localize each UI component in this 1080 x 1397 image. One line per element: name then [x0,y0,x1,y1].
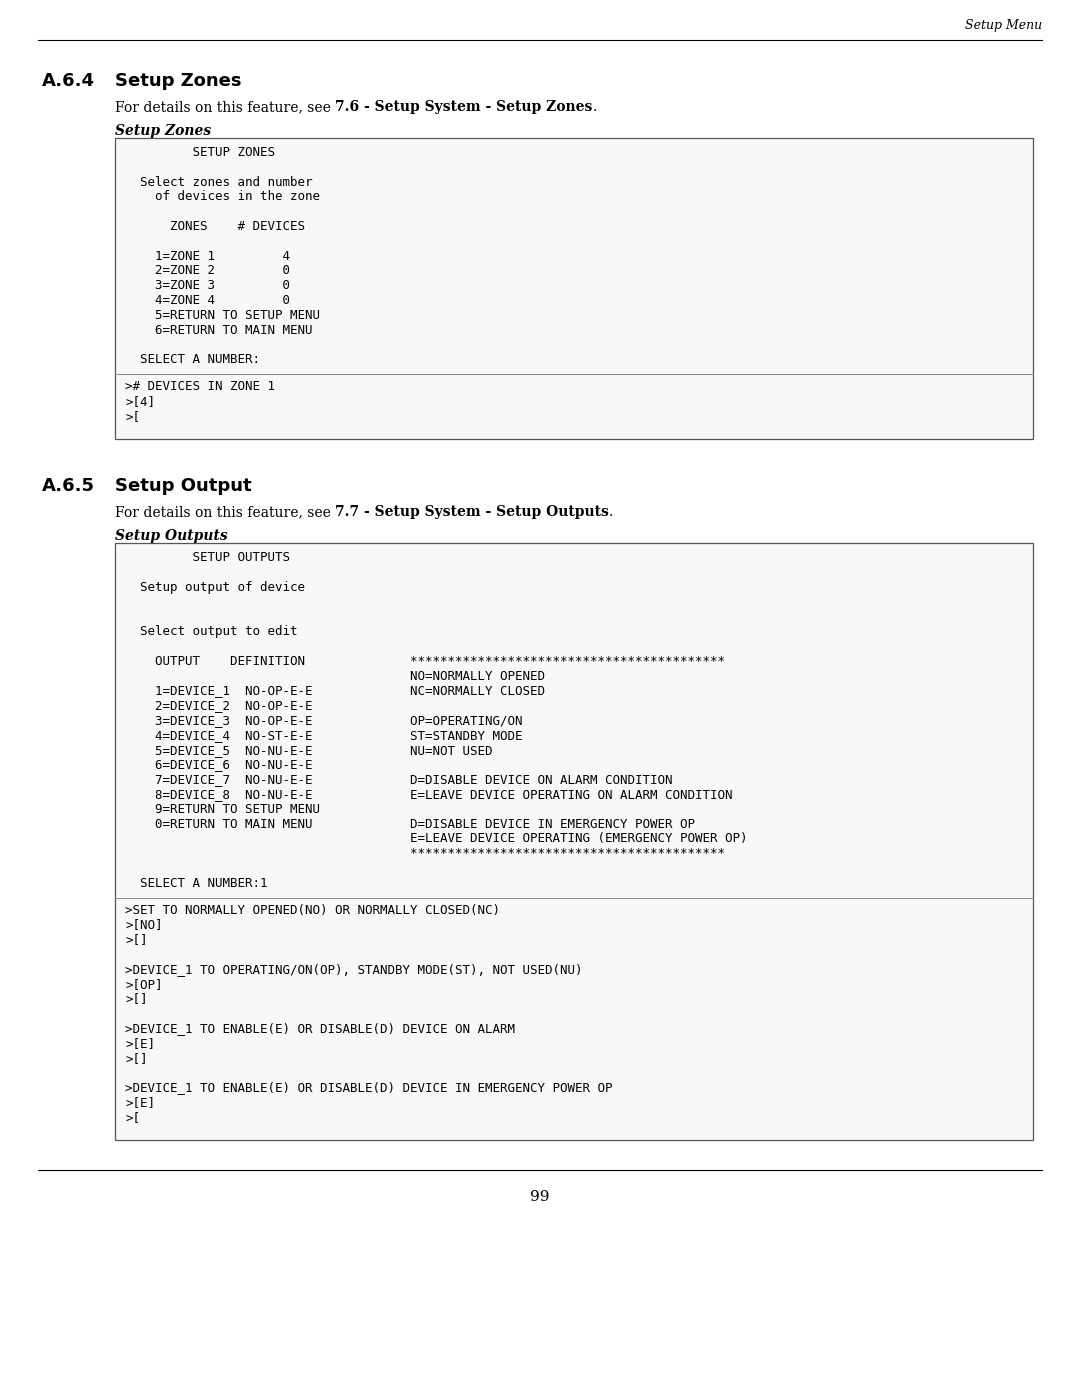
Text: >DEVICE_1 TO OPERATING/ON(OP), STANDBY MODE(ST), NOT USED(NU): >DEVICE_1 TO OPERATING/ON(OP), STANDBY M… [125,963,582,975]
Text: Setup Output: Setup Output [114,478,252,495]
Text: 5=RETURN TO SETUP MENU: 5=RETURN TO SETUP MENU [125,309,320,321]
Text: NO=NORMALLY OPENED: NO=NORMALLY OPENED [125,669,545,683]
Text: A.6.4: A.6.4 [42,73,95,89]
Text: SETUP OUTPUTS: SETUP OUTPUTS [125,552,291,564]
Text: OUTPUT    DEFINITION              ******************************************: OUTPUT DEFINITION **********************… [125,655,725,668]
Text: 8=DEVICE_8  NO-NU-E-E             E=LEAVE DEVICE OPERATING ON ALARM CONDITION: 8=DEVICE_8 NO-NU-E-E E=LEAVE DEVICE OPER… [125,788,732,800]
Text: For details on this feature, see: For details on this feature, see [114,506,335,520]
Text: >[4]: >[4] [125,395,156,408]
Text: >[OP]: >[OP] [125,978,162,990]
Text: Select zones and number: Select zones and number [125,176,312,189]
Text: .: . [593,101,597,115]
Text: 6=RETURN TO MAIN MENU: 6=RETURN TO MAIN MENU [125,324,312,337]
Text: A.6.5: A.6.5 [42,478,95,495]
Text: >[NO]: >[NO] [125,918,162,932]
Text: Select output to edit: Select output to edit [125,626,297,638]
Text: >[: >[ [125,409,140,423]
Text: 6=DEVICE_6  NO-NU-E-E: 6=DEVICE_6 NO-NU-E-E [125,759,312,771]
Text: SELECT A NUMBER:: SELECT A NUMBER: [125,353,260,366]
Text: Setup Outputs: Setup Outputs [114,529,228,543]
Text: 7.6 - Setup System - Setup Zones: 7.6 - Setup System - Setup Zones [335,101,593,115]
Text: SETUP ZONES: SETUP ZONES [125,147,275,159]
Text: 5=DEVICE_5  NO-NU-E-E             NU=NOT USED: 5=DEVICE_5 NO-NU-E-E NU=NOT USED [125,743,492,757]
Text: >DEVICE_1 TO ENABLE(E) OR DISABLE(D) DEVICE ON ALARM: >DEVICE_1 TO ENABLE(E) OR DISABLE(D) DEV… [125,1023,515,1035]
Text: >SET TO NORMALLY OPENED(NO) OR NORMALLY CLOSED(NC): >SET TO NORMALLY OPENED(NO) OR NORMALLY … [125,904,500,916]
Text: 0=RETURN TO MAIN MENU             D=DISABLE DEVICE IN EMERGENCY POWER OP: 0=RETURN TO MAIN MENU D=DISABLE DEVICE I… [125,817,696,831]
Text: 1=ZONE 1         4: 1=ZONE 1 4 [125,250,291,263]
Text: 2=DEVICE_2  NO-OP-E-E: 2=DEVICE_2 NO-OP-E-E [125,700,312,712]
Text: 3=DEVICE_3  NO-OP-E-E             OP=OPERATING/ON: 3=DEVICE_3 NO-OP-E-E OP=OPERATING/ON [125,714,523,726]
Text: For details on this feature, see: For details on this feature, see [114,101,335,115]
Text: 7.7 - Setup System - Setup Outputs: 7.7 - Setup System - Setup Outputs [335,506,609,520]
Text: of devices in the zone: of devices in the zone [125,190,320,204]
Text: >[]: >[] [125,933,148,946]
Text: >[E]: >[E] [125,1097,156,1109]
Text: ZONES    # DEVICES: ZONES # DEVICES [125,219,305,233]
Text: ******************************************: ****************************************… [125,847,725,861]
Text: 2=ZONE 2         0: 2=ZONE 2 0 [125,264,291,278]
Text: 9=RETURN TO SETUP MENU: 9=RETURN TO SETUP MENU [125,803,320,816]
Text: >[]: >[] [125,1052,148,1065]
Text: 99: 99 [530,1190,550,1204]
Text: 7=DEVICE_7  NO-NU-E-E             D=DISABLE DEVICE ON ALARM CONDITION: 7=DEVICE_7 NO-NU-E-E D=DISABLE DEVICE ON… [125,773,673,787]
Text: SELECT A NUMBER:1: SELECT A NUMBER:1 [125,877,268,890]
Text: ># DEVICES IN ZONE 1: ># DEVICES IN ZONE 1 [125,380,275,393]
Text: E=LEAVE DEVICE OPERATING (EMERGENCY POWER OP): E=LEAVE DEVICE OPERATING (EMERGENCY POWE… [125,833,747,845]
Text: 4=DEVICE_4  NO-ST-E-E             ST=STANDBY MODE: 4=DEVICE_4 NO-ST-E-E ST=STANDBY MODE [125,729,523,742]
Text: .: . [609,506,613,520]
Text: 4=ZONE 4         0: 4=ZONE 4 0 [125,293,291,307]
Text: Setup Zones: Setup Zones [114,124,211,138]
Text: Setup Menu: Setup Menu [964,20,1042,32]
Text: >[]: >[] [125,992,148,1006]
Text: 1=DEVICE_1  NO-OP-E-E             NC=NORMALLY CLOSED: 1=DEVICE_1 NO-OP-E-E NC=NORMALLY CLOSED [125,685,545,697]
Bar [114,138,1032,439]
Text: 3=ZONE 3         0: 3=ZONE 3 0 [125,279,291,292]
Text: >[: >[ [125,1111,140,1123]
Text: >[E]: >[E] [125,1037,156,1049]
Bar [114,543,1032,1140]
Text: >DEVICE_1 TO ENABLE(E) OR DISABLE(D) DEVICE IN EMERGENCY POWER OP: >DEVICE_1 TO ENABLE(E) OR DISABLE(D) DEV… [125,1081,612,1094]
Text: Setup output of device: Setup output of device [125,581,305,594]
Text: Setup Zones: Setup Zones [114,73,242,89]
